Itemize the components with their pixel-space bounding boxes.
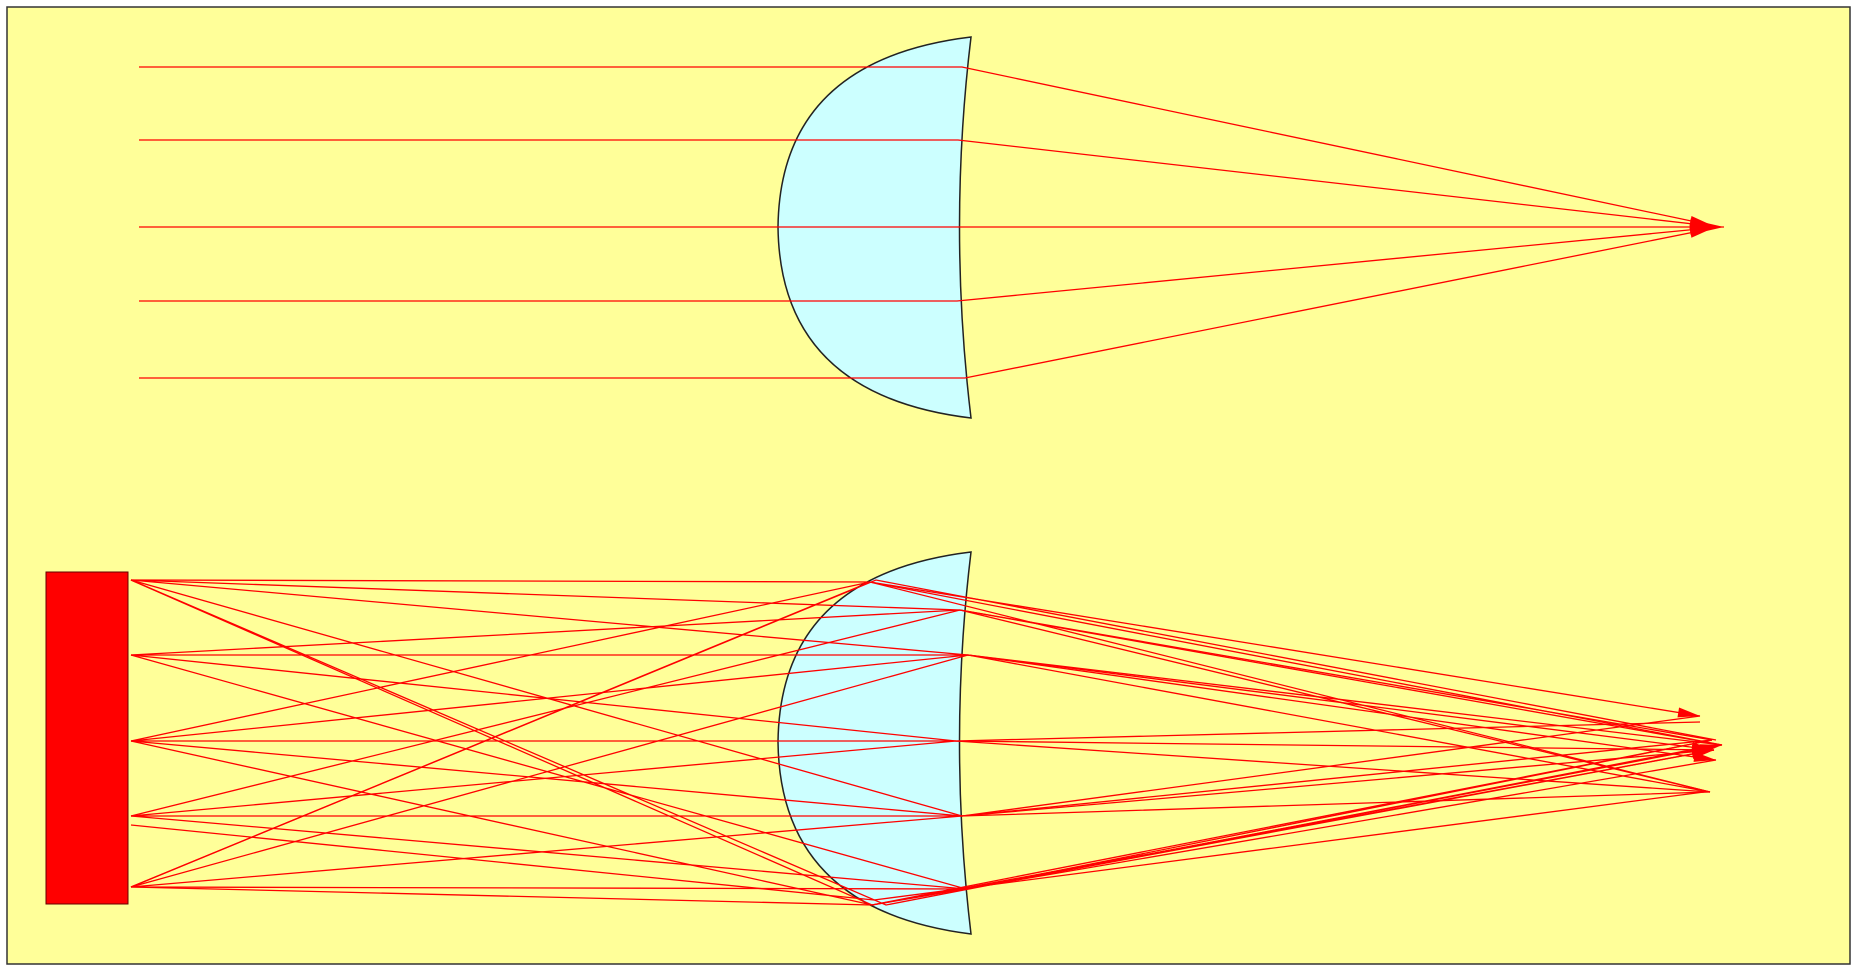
bottom-rays bbox=[130, 579, 1723, 906]
bottom-ray bbox=[130, 740, 1715, 817]
top-ray bbox=[139, 227, 1713, 302]
source-panel bbox=[45, 551, 1723, 935]
bottom-ray bbox=[130, 609, 1711, 817]
bottom-lens bbox=[777, 551, 972, 935]
light-source bbox=[45, 571, 129, 905]
bottom-ray bbox=[130, 739, 1713, 888]
top-ray bbox=[139, 139, 1713, 227]
arrowhead-icon bbox=[1689, 227, 1712, 238]
top-rays bbox=[139, 66, 1724, 379]
bottom-ray bbox=[130, 654, 1715, 888]
top-ray bbox=[139, 227, 1713, 379]
collimated-panel bbox=[139, 36, 1724, 419]
bottom-ray bbox=[130, 791, 1705, 901]
bottom-ray bbox=[130, 759, 1717, 906]
top-ray bbox=[139, 66, 1713, 227]
bottom-ray bbox=[130, 579, 1717, 906]
bottom-ray bbox=[130, 579, 1717, 888]
arrowhead-icon bbox=[1677, 707, 1700, 718]
